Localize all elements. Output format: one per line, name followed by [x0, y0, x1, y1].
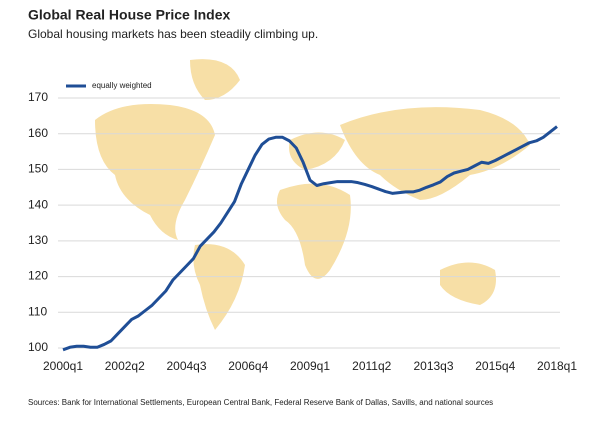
- y-tick-label: 120: [28, 269, 48, 283]
- x-tick-label: 2018q1: [537, 359, 577, 373]
- x-tick-label: 2015q4: [475, 359, 515, 373]
- source-note: Sources: Bank for International Settleme…: [28, 398, 493, 407]
- x-tick-label: 2009q1: [290, 359, 330, 373]
- x-tick-label: 2004q3: [166, 359, 206, 373]
- x-tick-label: 2006q4: [228, 359, 268, 373]
- y-tick-label: 130: [28, 233, 48, 247]
- x-tick-label: 2011q2: [352, 359, 391, 373]
- y-tick-label: 150: [28, 162, 48, 176]
- y-tick-label: 160: [28, 126, 48, 140]
- y-tick-label: 100: [28, 340, 48, 354]
- chart-title: Global Real House Price Index: [28, 7, 231, 23]
- legend-label: equally weighted: [92, 81, 152, 90]
- x-tick-label: 2000q1: [43, 359, 83, 373]
- y-tick-label: 170: [28, 90, 48, 104]
- data-line: [62, 125, 558, 352]
- y-tick-label: 110: [28, 304, 47, 318]
- x-tick-label: 2002q2: [105, 359, 145, 373]
- chart-subtitle: Global housing markets has been steadily…: [28, 27, 318, 41]
- x-tick-label: 2013q3: [413, 359, 453, 373]
- y-tick-label: 140: [28, 197, 48, 211]
- world-map-background: [95, 59, 530, 330]
